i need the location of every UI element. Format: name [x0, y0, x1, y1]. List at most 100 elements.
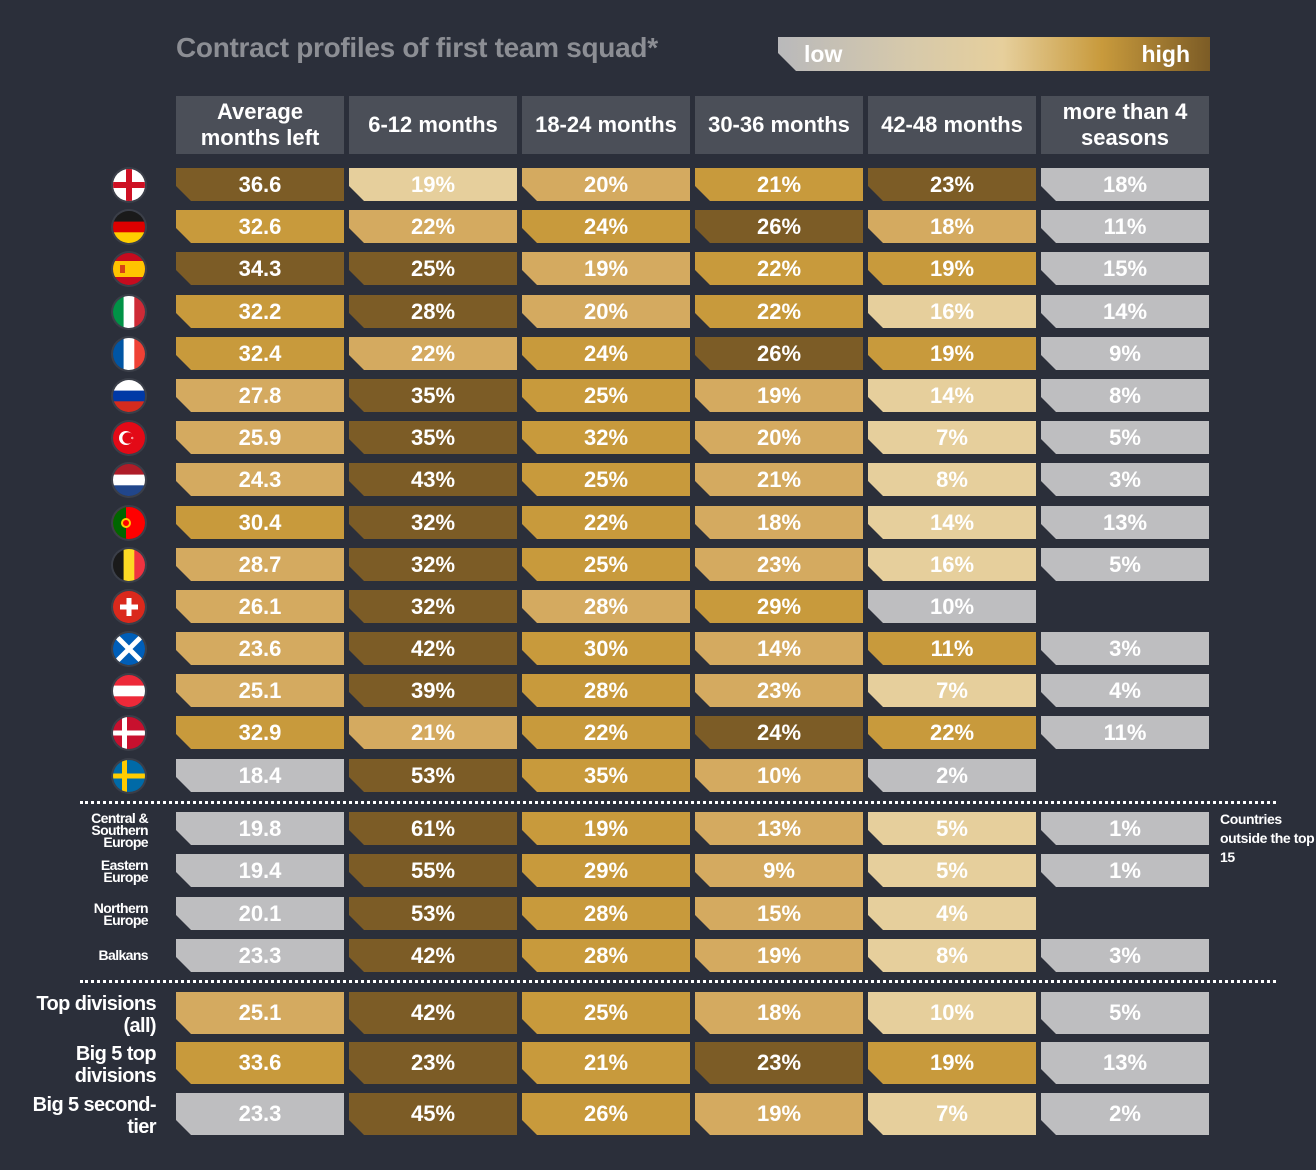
france-flag-icon [113, 337, 145, 370]
legend-high-label: high [1141, 41, 1190, 67]
row-label: Northern Europe [93, 900, 149, 928]
row-label: Top divisions (all) [36, 993, 156, 1037]
table-cell: 25% [522, 463, 690, 496]
table-cell: 8% [868, 939, 1036, 972]
row-label: Big 5 second-tier [32, 1094, 157, 1138]
table-cell: 7% [868, 1093, 1036, 1135]
germany-flag-icon [113, 210, 145, 243]
table-cell: 25% [349, 252, 517, 285]
table-cell: 18% [1041, 168, 1209, 201]
table-cell: 18% [868, 210, 1036, 243]
table-cell: 16% [868, 295, 1036, 328]
column-header: more than 4 seasons [1041, 96, 1209, 154]
table-cell: 15% [695, 897, 863, 930]
austria-flag-icon [113, 674, 145, 707]
row-label: Big 5 top divisions [74, 1043, 157, 1087]
table-cell: 35% [349, 379, 517, 412]
table-cell: 22% [522, 506, 690, 539]
table-cell: 39% [349, 674, 517, 707]
table-cell: 42% [349, 992, 517, 1034]
table-cell: 24.3 [176, 463, 344, 496]
switzerland-flag-icon [113, 590, 145, 623]
table-cell: 16% [868, 548, 1036, 581]
table-cell: 28% [522, 674, 690, 707]
table-cell: 3% [1041, 939, 1209, 972]
table-cell: 26% [695, 210, 863, 243]
table-cell: 10% [695, 759, 863, 792]
table-cell: 36.6 [176, 168, 344, 201]
table-cell: 13% [1041, 1042, 1209, 1084]
table-cell: 21% [522, 1042, 690, 1084]
table-cell: 55% [349, 854, 517, 887]
table-cell: 24% [522, 337, 690, 370]
table-cell: 23% [868, 168, 1036, 201]
table-cell: 30% [522, 632, 690, 665]
table-cell: 34.3 [176, 252, 344, 285]
table-cell: 26% [522, 1093, 690, 1135]
table-cell: 35% [522, 759, 690, 792]
table-cell: 25% [522, 992, 690, 1034]
table-cell: 10% [868, 590, 1036, 623]
scotland-flag-icon [113, 632, 145, 665]
table-cell: 2% [1041, 1093, 1209, 1135]
table-cell: 23.3 [176, 1093, 344, 1135]
table-cell: 11% [1041, 716, 1209, 749]
table-cell: 25.9 [176, 421, 344, 454]
table-cell: 28% [349, 295, 517, 328]
table-cell: 29% [695, 590, 863, 623]
table-cell: 32% [349, 590, 517, 623]
table-cell: 9% [695, 854, 863, 887]
section-divider [80, 801, 1276, 804]
england-flag-icon [113, 168, 145, 201]
table-cell: 22% [349, 210, 517, 243]
table-cell: 13% [695, 812, 863, 845]
table-cell: 53% [349, 759, 517, 792]
table-cell: 23.6 [176, 632, 344, 665]
table-cell: 26.1 [176, 590, 344, 623]
table-cell: 22% [868, 716, 1036, 749]
table-cell: 14% [868, 379, 1036, 412]
table-cell: 23% [695, 1042, 863, 1084]
table-cell: 21% [695, 463, 863, 496]
table-cell: 5% [1041, 421, 1209, 454]
table-cell: 5% [868, 854, 1036, 887]
column-header-label: 6-12 months [368, 112, 498, 137]
russia-flag-icon [113, 379, 145, 412]
table-cell: 19% [695, 1093, 863, 1135]
chart-title: Contract profiles of first team squad* [176, 32, 658, 63]
table-cell: 11% [868, 632, 1036, 665]
table-cell: 23% [695, 548, 863, 581]
column-header-label: Average months left [200, 99, 320, 150]
table-cell: 21% [695, 168, 863, 201]
table-cell: 25.1 [176, 674, 344, 707]
portugal-flag-icon [113, 506, 145, 539]
table-cell: 14% [868, 506, 1036, 539]
table-cell: 32.9 [176, 716, 344, 749]
table-cell: 22% [695, 252, 863, 285]
table-cell: 5% [1041, 548, 1209, 581]
column-header-label: 30-36 months [708, 112, 850, 137]
spain-flag-icon [113, 252, 145, 285]
table-cell: 7% [868, 421, 1036, 454]
table-cell: 19% [868, 1042, 1036, 1084]
table-cell: 19% [695, 939, 863, 972]
table-cell: 19.8 [176, 812, 344, 845]
italy-flag-icon [113, 295, 145, 328]
table-cell: 19% [868, 252, 1036, 285]
belgium-flag-icon [113, 548, 145, 581]
table-cell: 26% [695, 337, 863, 370]
color-scale-legend: low high [778, 37, 1210, 71]
table-cell: 5% [1041, 992, 1209, 1034]
table-cell: 18% [695, 992, 863, 1034]
legend-low-label: low [804, 41, 843, 67]
table-cell: 53% [349, 897, 517, 930]
table-cell: 35% [349, 421, 517, 454]
table-cell: 32% [349, 506, 517, 539]
table-cell: 8% [868, 463, 1036, 496]
table-cell: 19.4 [176, 854, 344, 887]
table-cell: 23% [695, 674, 863, 707]
denmark-flag-icon [113, 716, 145, 749]
table-cell: 28% [522, 897, 690, 930]
column-header: Average months left [176, 96, 344, 154]
netherlands-flag-icon [113, 463, 145, 496]
